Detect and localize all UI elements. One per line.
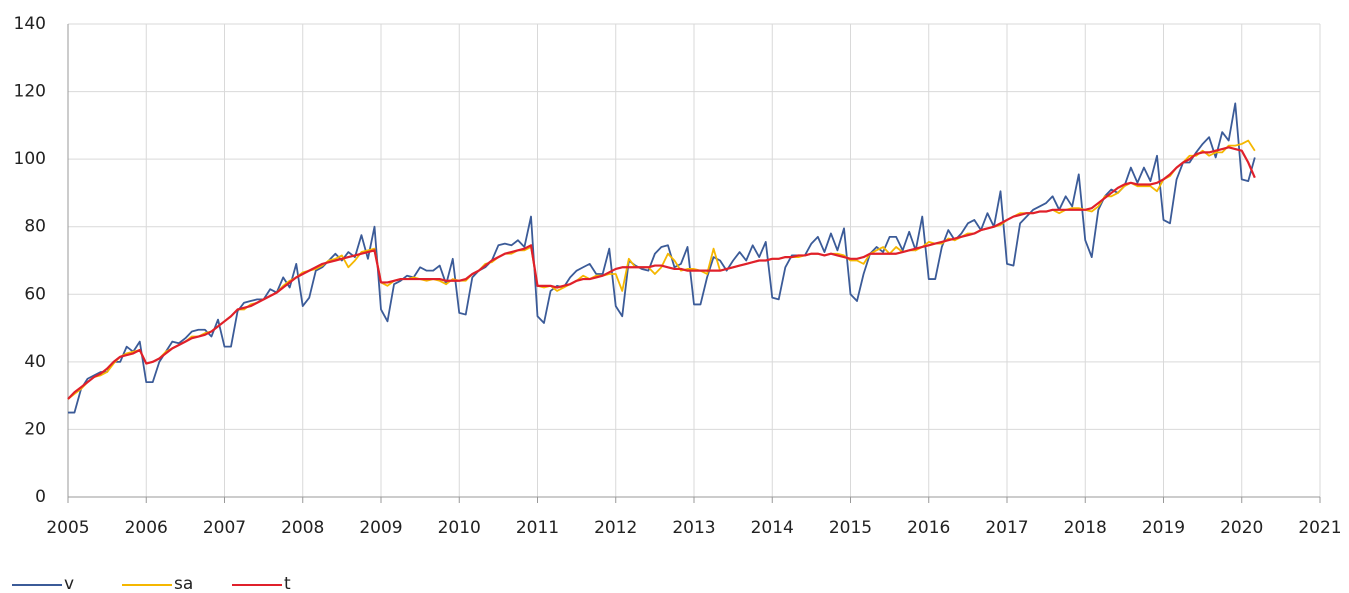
- x-tick-label: 2021: [1298, 518, 1341, 538]
- x-tick-label: 2020: [1220, 518, 1263, 538]
- y-tick-label: 20: [24, 419, 46, 439]
- y-tick-label: 120: [14, 82, 46, 102]
- x-tick-label: 2018: [1064, 518, 1107, 538]
- y-tick-label: 100: [14, 149, 46, 169]
- y-tick-label: 40: [24, 352, 46, 372]
- x-tick-label: 2019: [1142, 518, 1185, 538]
- series-line: [67, 139, 1256, 400]
- x-tick-label: 2005: [46, 518, 89, 538]
- x-tick-label: 2006: [125, 518, 168, 538]
- x-tick-label: 2007: [203, 518, 246, 538]
- y-tick-label: 0: [35, 487, 46, 507]
- y-tick-label: 60: [24, 284, 46, 304]
- y-tick-label: 80: [24, 217, 46, 237]
- x-tick-label: 2008: [281, 518, 324, 538]
- legend-label: sa: [174, 574, 193, 593]
- series-line: [68, 102, 1256, 414]
- legend-label: t: [284, 574, 291, 593]
- series-line: [67, 146, 1256, 400]
- x-tick-label: 2012: [594, 518, 637, 538]
- x-tick-label: 2014: [751, 518, 794, 538]
- x-tick-label: 2013: [672, 518, 715, 538]
- y-tick-label: 140: [14, 14, 46, 34]
- x-tick-label: 2010: [438, 518, 481, 538]
- x-tick-label: 2016: [907, 518, 950, 538]
- legend-label: v: [64, 574, 74, 593]
- x-tick-label: 2009: [359, 518, 402, 538]
- x-tick-label: 2017: [985, 518, 1028, 538]
- x-tick-label: 2011: [516, 518, 559, 538]
- x-tick-label: 2015: [829, 518, 872, 538]
